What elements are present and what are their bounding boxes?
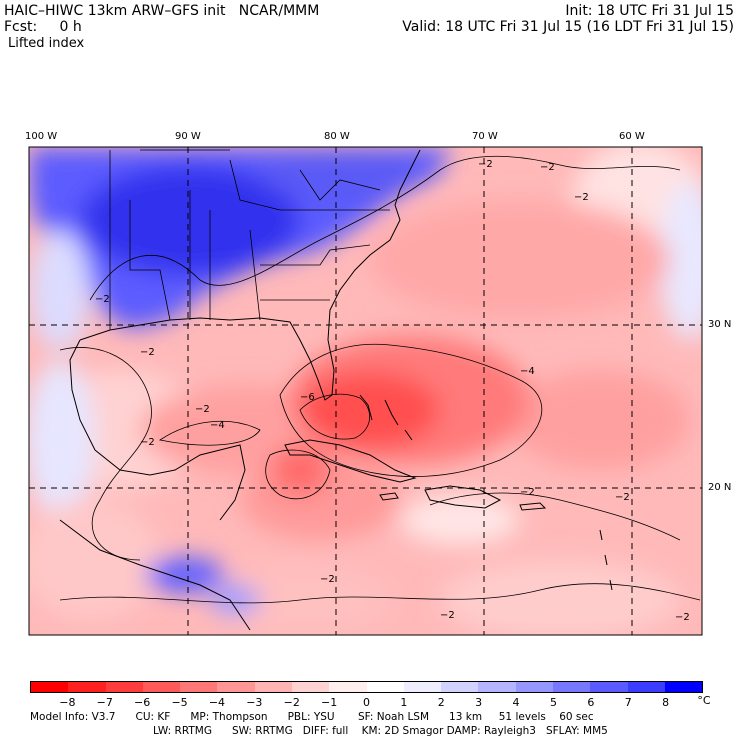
model-title: HAIC–HIWC 13km ARW–GFS init NCAR/MMM	[4, 3, 320, 19]
colorbar-swatch	[664, 682, 703, 692]
contour-label: −2	[520, 487, 535, 498]
contour-label-6: −6	[300, 392, 315, 403]
colorbar-swatch	[291, 682, 330, 692]
colorbar	[30, 681, 703, 693]
colorbar-label: 2	[437, 696, 445, 709]
colorbar-swatch	[366, 682, 404, 692]
colorbar-label: 3	[475, 696, 483, 709]
colorbar-swatch	[68, 682, 106, 692]
colorbar-label: −5	[171, 696, 188, 709]
colorbar-label: 5	[549, 696, 557, 709]
colorbar-label: 8	[662, 696, 670, 709]
colorbar-label: 4	[512, 696, 520, 709]
map-frame	[28, 146, 703, 636]
contour-label: −2	[140, 347, 155, 358]
colorbar-label: 6	[587, 696, 595, 709]
colorbar-swatch	[180, 682, 218, 692]
colorbar-swatch	[329, 682, 367, 692]
lat-label-30n: 30 N	[708, 319, 732, 330]
contour-label: −2	[195, 404, 210, 415]
colorbar-swatch	[31, 682, 69, 692]
colorbar-swatch	[105, 682, 143, 692]
contour-minus4	[158, 343, 543, 500]
contour-minus2	[59, 155, 701, 604]
contour-label-4: −4	[210, 420, 225, 431]
colorbar-swatch	[441, 682, 479, 692]
colorbar-swatch	[552, 682, 591, 692]
contour-label: −2	[574, 192, 589, 203]
model-info-line2: LW: RRTMG SW: RRTMG DIFF: full KM: 2D Sm…	[153, 725, 608, 737]
lon-label-100w: 100 W	[25, 131, 58, 142]
colorbar-label: −3	[246, 696, 263, 709]
colorbar-swatch	[590, 682, 628, 692]
colorbar-label: −7	[96, 696, 113, 709]
contour-label: −2	[440, 610, 455, 621]
init-time: Init: 18 UTC Fri 31 Jul 15	[565, 3, 734, 19]
colorbar-label: −1	[321, 696, 338, 709]
colorbar-label: −6	[134, 696, 151, 709]
contour-label: −2	[95, 294, 110, 305]
contour-label: −2	[320, 574, 335, 585]
colorbar-swatch	[627, 682, 665, 692]
contour-label-4: −4	[520, 366, 535, 377]
colorbar-label: −4	[208, 696, 226, 709]
colorbar-label: 0	[363, 696, 370, 709]
contour-label: −2	[615, 492, 630, 503]
colorbar-swatch	[217, 682, 255, 692]
colorbar-unit: °C	[697, 694, 711, 707]
colorbar-label: −2	[283, 696, 300, 709]
lon-label-70w: 70 W	[472, 131, 498, 142]
lon-label-60w: 60 W	[619, 131, 645, 142]
valid-time: Valid: 18 UTC Fri 31 Jul 15 (16 LDT Fri …	[402, 19, 734, 35]
colorbar-swatch	[515, 682, 553, 692]
forecast-hour: Fcst: 0 h	[4, 19, 82, 35]
contour-label: −2	[675, 612, 690, 623]
colorbar-swatch	[403, 682, 442, 692]
model-info-line1: Model Info: V3.7 CU: KF MP: Thompson PBL…	[30, 711, 594, 723]
lat-label-20n: 20 N	[708, 482, 732, 493]
colorbar-label: 1	[400, 696, 408, 709]
contour-label: −2	[478, 159, 493, 170]
state-borders	[109, 149, 390, 330]
colorbar-swatch	[142, 682, 181, 692]
colorbar-label: 7	[624, 696, 632, 709]
colorbar-label: −8	[59, 696, 76, 709]
lon-label-90w: 90 W	[175, 131, 201, 142]
contour-minus6	[299, 393, 370, 440]
colorbar-swatch	[254, 682, 292, 692]
lon-label-80w: 80 W	[324, 131, 350, 142]
field-name: Lifted index	[8, 36, 85, 51]
contour-label: −2	[540, 162, 555, 173]
contour-label: −2	[140, 437, 155, 448]
colorbar-swatch	[478, 682, 516, 692]
